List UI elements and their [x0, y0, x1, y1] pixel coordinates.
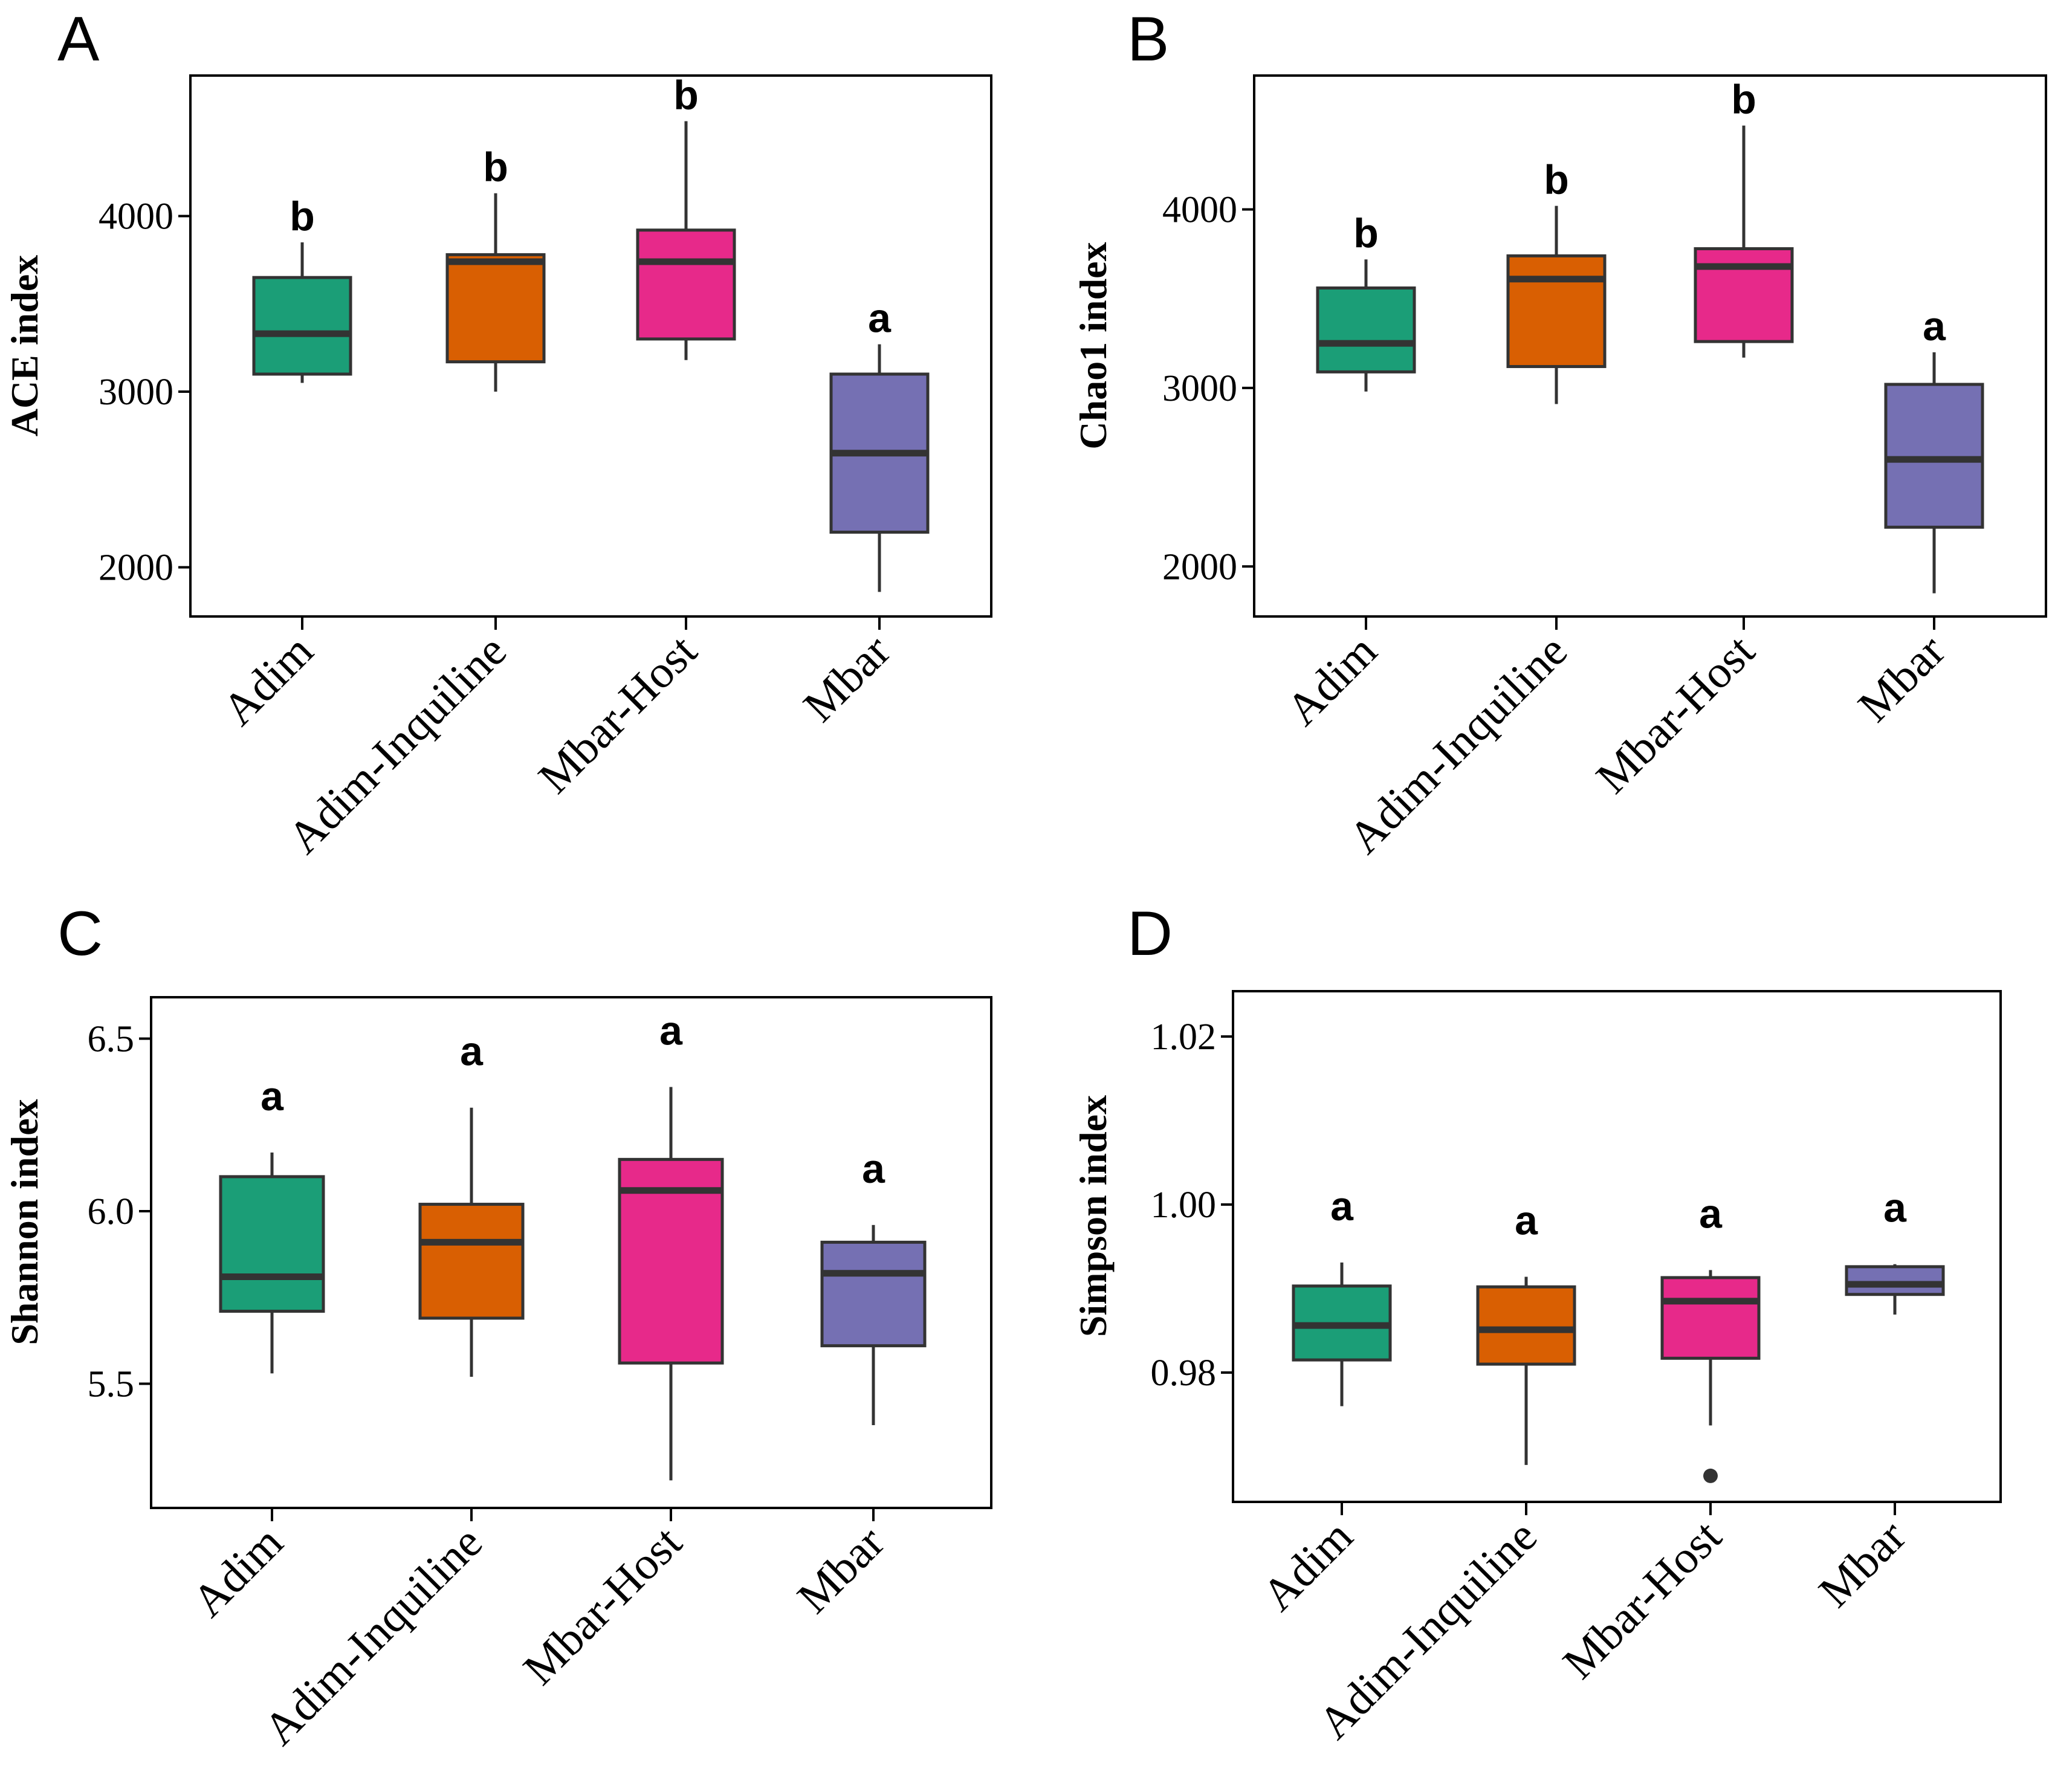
panel-a-adim-inquiline-box: [445, 253, 546, 364]
panel-b-adim-inquiline-box: [1506, 254, 1607, 368]
panel-b-adim-significance-letter: b: [1353, 210, 1379, 256]
panel-b-adim-inquiline-significance-letter: b: [1544, 157, 1569, 203]
panel-d-mbar-host-box: [1660, 1276, 1761, 1360]
panel-d-adim-inquiline-box: [1476, 1285, 1576, 1366]
panel-d-y-tick-label: 1.02: [1151, 1017, 1217, 1058]
panel-b-mbar-x-tick-label: Mbar: [1848, 626, 1955, 732]
panel-c: C Shannon index 5.56.06.5AdimaAdim-Inqui…: [3, 899, 992, 1755]
panel-b: B Chao1 index 200030004000AdimbAdim-Inqu…: [1072, 4, 2047, 863]
panel-d-plot-frame: [1232, 990, 2002, 1503]
panel-c-y-tick-label: 6.5: [88, 1019, 135, 1060]
panel-b-y-tick-label: 2000: [1162, 546, 1237, 587]
panel-c-adim-box: [219, 1175, 325, 1313]
panel-c-y-tick-label: 6.0: [88, 1191, 135, 1232]
panel-a-mbar-host-significance-letter: b: [673, 73, 699, 118]
panel-c-plot-frame: [150, 996, 992, 1509]
panel-a-adim-box: [252, 276, 352, 376]
panel-d-mbar-host-x-tick-label: Mbar-Host: [1553, 1511, 1731, 1689]
panel-d-mbar-host-significance-letter: a: [1699, 1191, 1723, 1237]
panel-c-adim-x-tick-label: Adim: [183, 1517, 293, 1627]
panel-a-label: A: [57, 4, 100, 74]
panel-a-plot-frame: [189, 74, 992, 618]
panel-d-mbar-box: [1845, 1265, 1945, 1296]
panel-d: D Simpson index 0.981.001.02AdimaAdim-In…: [1072, 899, 2002, 1748]
panel-c-adim-significance-letter: a: [261, 1073, 284, 1119]
panel-d-adim-x-tick-label: Adim: [1252, 1511, 1362, 1621]
panel-d-adim-significance-letter: a: [1330, 1183, 1354, 1229]
panel-c-mbar-host-significance-letter: a: [659, 1008, 683, 1053]
panel-a-y-tick-label: 3000: [99, 372, 173, 413]
panel-c-y-axis-label: Shannon index: [3, 1099, 46, 1345]
panel-a: A ACE index 200030004000AdimbAdim-Inquil…: [3, 4, 992, 863]
panel-b-label: B: [1127, 4, 1169, 74]
panel-b-mbar-host-x-tick-label: Mbar-Host: [1587, 626, 1764, 803]
panel-c-adim-inquiline-significance-letter: a: [460, 1029, 484, 1075]
panel-b-plot-frame: [1253, 74, 2047, 618]
panel-c-adim-inquiline-box: [418, 1203, 525, 1320]
panel-b-y-tick-label: 3000: [1162, 368, 1237, 409]
panel-c-mbar-box: [820, 1240, 927, 1348]
panel-b-y-axis-label: Chao1 index: [1072, 242, 1115, 449]
panel-d-mbar-x-tick-label: Mbar: [1809, 1511, 1915, 1617]
panel-a-adim-inquiline-significance-letter: b: [483, 144, 508, 190]
panel-d-adim-inquiline-significance-letter: a: [1515, 1198, 1538, 1244]
panel-a-y-tick-label: 2000: [99, 548, 173, 589]
panel-c-y-tick-label: 5.5: [88, 1363, 135, 1405]
panel-a-mbar-host-box: [636, 228, 736, 341]
panel-b-mbar-significance-letter: a: [1923, 303, 1946, 349]
panel-c-mbar-significance-letter: a: [862, 1146, 885, 1192]
panel-a-mbar-significance-letter: a: [868, 296, 892, 341]
panel-c-mbar-host-x-tick-label: Mbar-Host: [514, 1517, 691, 1695]
panel-a-mbar-x-tick-label: Mbar: [794, 626, 900, 732]
panel-c-label: C: [57, 899, 103, 969]
panel-c-mbar-x-tick-label: Mbar: [788, 1517, 894, 1623]
panel-a-mbar-host-x-tick-label: Mbar-Host: [529, 626, 707, 803]
panel-a-y-axis-label: ACE index: [3, 255, 46, 437]
panel-b-adim-box: [1316, 286, 1416, 374]
panel-a-adim-x-tick-label: Adim: [213, 626, 323, 736]
panel-d-mbar-significance-letter: a: [1883, 1185, 1907, 1231]
panel-b-y-tick-label: 4000: [1162, 190, 1237, 231]
panel-d-y-axis-label: Simpson index: [1072, 1095, 1115, 1337]
panel-d-y-tick-label: 0.98: [1151, 1353, 1217, 1394]
panel-b-adim-x-tick-label: Adim: [1277, 626, 1387, 736]
panel-a-y-tick-label: 4000: [99, 196, 173, 237]
panel-d-label: D: [1127, 899, 1173, 969]
panel-b-mbar-box: [1884, 383, 1984, 529]
panel-b-mbar-host-box: [1694, 247, 1794, 343]
panel-d-mbar-host-outlier-point: [1703, 1468, 1718, 1483]
panel-b-mbar-host-significance-letter: b: [1731, 77, 1756, 123]
panel-d-y-tick-label: 1.00: [1151, 1185, 1217, 1226]
panel-a-adim-significance-letter: b: [290, 193, 315, 239]
